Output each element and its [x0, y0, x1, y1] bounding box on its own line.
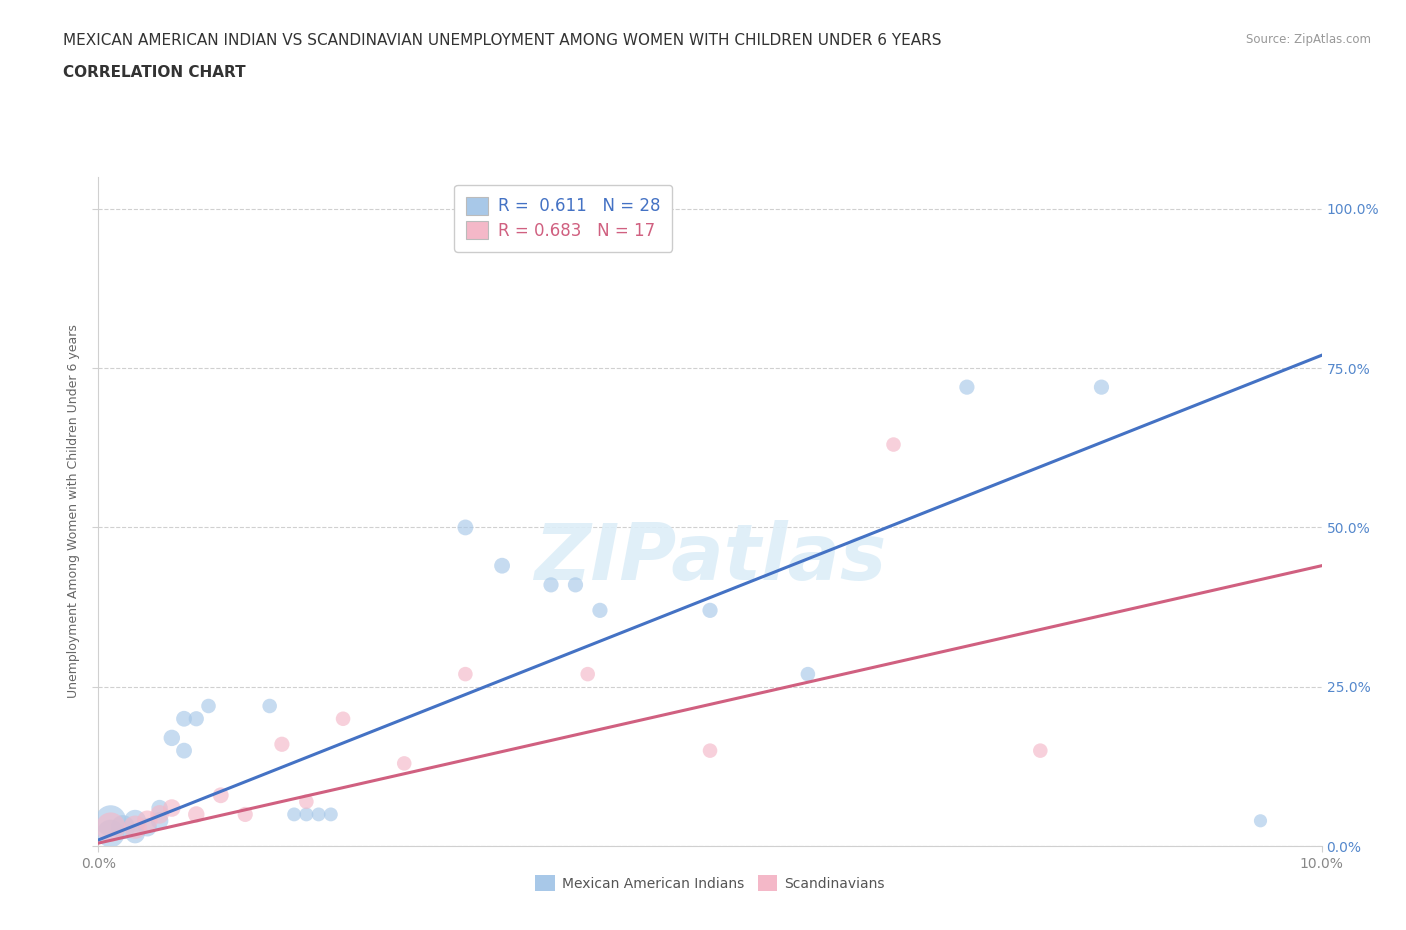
Point [956, 379, 979, 394]
Point [186, 711, 208, 726]
Point [259, 698, 281, 713]
Y-axis label: Unemployment Among Women with Children Under 6 years: Unemployment Among Women with Children U… [66, 325, 80, 698]
Point [564, 578, 586, 592]
Point [100, 814, 122, 829]
Point [1249, 814, 1271, 829]
Point [136, 814, 159, 829]
Point [454, 667, 477, 682]
Point [332, 711, 354, 726]
Text: Source: ZipAtlas.com: Source: ZipAtlas.com [1246, 33, 1371, 46]
Point [883, 437, 905, 452]
Text: CORRELATION CHART: CORRELATION CHART [63, 65, 246, 80]
Point [160, 801, 183, 816]
Point [173, 743, 195, 758]
Point [124, 814, 146, 829]
Point [797, 667, 820, 682]
Point [149, 807, 172, 822]
Point [308, 807, 330, 822]
Point [319, 807, 342, 822]
Point [136, 819, 159, 834]
Point [283, 807, 305, 822]
Point [576, 667, 599, 682]
Point [186, 807, 208, 822]
Point [699, 603, 721, 618]
Point [149, 801, 172, 816]
Point [100, 826, 122, 841]
Point [124, 826, 146, 841]
Text: ZIPatlas: ZIPatlas [534, 521, 886, 596]
Point [160, 730, 183, 745]
Point [100, 819, 122, 834]
Point [699, 743, 721, 758]
Point [295, 807, 318, 822]
Point [1090, 379, 1112, 394]
Point [540, 578, 562, 592]
Point [1029, 743, 1052, 758]
Point [173, 711, 195, 726]
Point [392, 756, 416, 771]
Legend: Mexican American Indians, Scandinavians: Mexican American Indians, Scandinavians [530, 870, 890, 897]
Point [149, 814, 172, 829]
Point [270, 737, 292, 751]
Point [454, 520, 477, 535]
Point [111, 819, 134, 834]
Point [197, 698, 219, 713]
Point [295, 794, 318, 809]
Text: MEXICAN AMERICAN INDIAN VS SCANDINAVIAN UNEMPLOYMENT AMONG WOMEN WITH CHILDREN U: MEXICAN AMERICAN INDIAN VS SCANDINAVIAN … [63, 33, 942, 47]
Point [491, 558, 513, 573]
Point [124, 819, 146, 834]
Point [233, 807, 256, 822]
Point [589, 603, 612, 618]
Point [209, 788, 232, 803]
